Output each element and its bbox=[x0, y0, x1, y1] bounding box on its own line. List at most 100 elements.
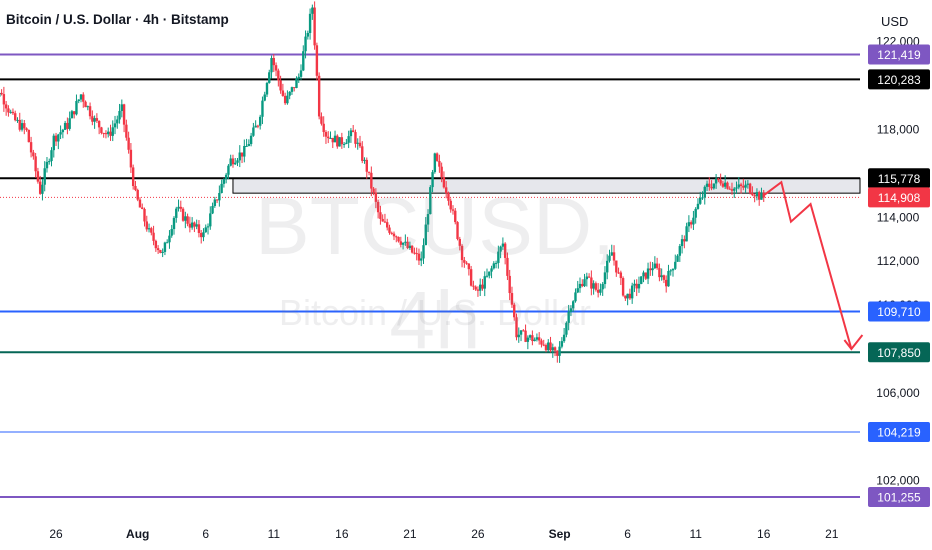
candle-body bbox=[626, 293, 629, 299]
candle-body bbox=[200, 233, 203, 238]
candle-body bbox=[367, 171, 371, 173]
candle-body bbox=[84, 101, 87, 108]
x-axis-tick-label: 16 bbox=[335, 527, 349, 541]
y-axis-tick-label: 106,000 bbox=[876, 386, 920, 400]
candle-body bbox=[220, 183, 223, 194]
candle-body bbox=[336, 135, 339, 147]
candle-body bbox=[306, 32, 310, 37]
candle-body bbox=[710, 186, 713, 189]
candle-body bbox=[41, 184, 44, 194]
candle-body bbox=[145, 221, 148, 230]
candle-body bbox=[136, 189, 139, 200]
candle-body bbox=[719, 180, 722, 184]
candle-body bbox=[748, 183, 752, 194]
candle-body bbox=[79, 94, 83, 100]
candle-body bbox=[188, 223, 192, 228]
candle-body bbox=[395, 236, 398, 238]
candle-body bbox=[426, 214, 430, 225]
candle-body bbox=[236, 160, 239, 163]
candle-body bbox=[562, 334, 566, 342]
candle-body bbox=[118, 110, 121, 120]
candle-body bbox=[272, 58, 275, 66]
candle-body bbox=[209, 213, 212, 227]
candle-body bbox=[474, 286, 477, 290]
candle-body bbox=[572, 301, 575, 309]
currency-button[interactable]: USD bbox=[881, 14, 909, 29]
candle-body bbox=[744, 184, 747, 188]
candle-body bbox=[218, 193, 221, 201]
candle-body bbox=[517, 334, 520, 338]
candle-body bbox=[286, 95, 289, 104]
candle-body bbox=[701, 197, 704, 199]
candle-body bbox=[433, 153, 437, 173]
candle-body bbox=[726, 182, 729, 189]
candle-body bbox=[356, 142, 359, 144]
level-price-label: 109,710 bbox=[877, 305, 921, 319]
candle-body bbox=[2, 94, 6, 105]
candle-body bbox=[141, 207, 144, 209]
candle-body bbox=[490, 268, 493, 272]
candle-body bbox=[18, 119, 21, 130]
candle-body bbox=[376, 201, 380, 213]
level-price-label: 115,778 bbox=[878, 172, 921, 186]
candle-body bbox=[633, 283, 636, 286]
projection-path[interactable] bbox=[763, 180, 853, 350]
candle-body bbox=[304, 36, 307, 52]
candle-body bbox=[526, 337, 530, 342]
candle-body bbox=[36, 171, 40, 182]
x-axis-tick-label: 11 bbox=[689, 527, 702, 541]
candle-body bbox=[658, 268, 661, 278]
candle-body bbox=[252, 127, 255, 136]
candle-body bbox=[322, 123, 325, 133]
x-axis-tick-label: Sep bbox=[549, 527, 571, 541]
candle-body bbox=[249, 135, 253, 145]
candle-body bbox=[696, 203, 700, 209]
candle-body bbox=[34, 156, 37, 172]
candle-body bbox=[694, 208, 697, 218]
candle-body bbox=[581, 283, 584, 287]
x-axis-tick-label: 21 bbox=[825, 527, 839, 541]
candle-body bbox=[431, 172, 434, 188]
candle-body bbox=[646, 268, 650, 279]
candle-body bbox=[515, 317, 518, 338]
candle-body bbox=[161, 251, 164, 253]
candle-body bbox=[624, 295, 627, 299]
candle-body bbox=[238, 152, 241, 161]
candle-body bbox=[127, 137, 130, 150]
candle-body bbox=[669, 270, 672, 272]
candle-body bbox=[29, 142, 33, 153]
candle-body bbox=[615, 260, 618, 273]
candle-body bbox=[340, 137, 344, 145]
candle-body bbox=[476, 289, 480, 291]
candle-body bbox=[717, 178, 720, 181]
candle-body bbox=[472, 285, 475, 287]
candle-body bbox=[488, 271, 491, 276]
candle-body bbox=[190, 222, 194, 228]
candle-body bbox=[549, 342, 552, 351]
candle-body bbox=[129, 149, 133, 168]
candle-body bbox=[283, 95, 287, 104]
candle-body bbox=[397, 236, 400, 242]
projection-arrowhead bbox=[843, 334, 864, 351]
candle-body bbox=[401, 242, 405, 245]
candle-body bbox=[705, 183, 709, 187]
candle-body bbox=[288, 91, 291, 96]
candle-body bbox=[753, 195, 756, 197]
candle-body bbox=[45, 161, 49, 169]
level-price-label: 107,850 bbox=[877, 346, 921, 360]
candle-body bbox=[347, 136, 350, 143]
candle-body bbox=[422, 245, 425, 259]
candle-body bbox=[245, 145, 248, 147]
candle-body bbox=[508, 275, 511, 294]
candle-body bbox=[510, 293, 514, 305]
candle-body bbox=[676, 255, 679, 262]
candle-body bbox=[0, 92, 1, 97]
candle-body bbox=[644, 272, 647, 279]
candle-body bbox=[440, 166, 443, 178]
candle-body bbox=[610, 252, 613, 256]
x-axis-tick-label: 21 bbox=[403, 527, 417, 541]
candle-body bbox=[57, 134, 60, 142]
candle-body bbox=[460, 245, 464, 261]
candle-body bbox=[61, 129, 65, 133]
